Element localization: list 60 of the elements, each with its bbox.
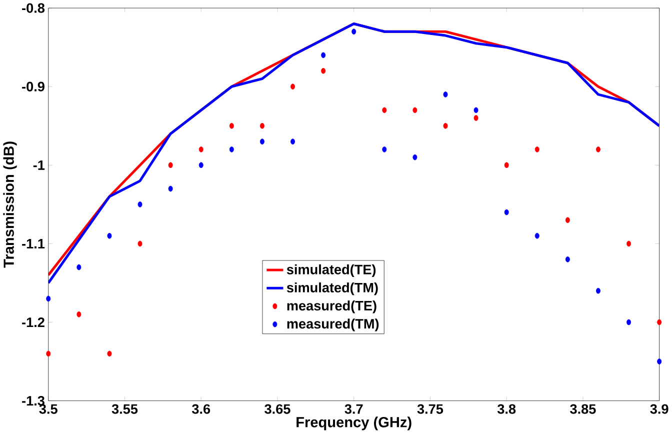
x-tick-label: 3.75 [417,404,444,414]
point [412,107,418,113]
point [107,232,112,239]
point [382,146,387,152]
point [352,28,356,34]
point [626,240,632,246]
point [198,162,204,168]
point [474,114,478,121]
y-axis-title: Transmission (dB) [3,141,17,268]
point [443,91,448,98]
point [138,240,142,246]
point [46,350,51,356]
legend-label: simulated(TE) [286,264,376,277]
point [168,162,173,168]
point [107,350,112,356]
legend-label: measured(TM) [287,318,379,332]
point [321,68,326,74]
y-tick-label: -1.1 [22,238,45,248]
point [565,256,570,262]
y-tick-label: -1.2 [22,317,44,327]
x-tick-label: 3.8 [497,404,516,414]
point [443,122,448,129]
x-tick-label: 3.5 [39,404,58,414]
point [626,319,632,325]
point [76,264,82,270]
point [260,138,264,144]
x-tick-label: 3.55 [112,404,138,414]
point [138,201,142,208]
legend-label: simulated(TM) [286,282,378,295]
point [76,311,82,318]
x-tick-label: 3.65 [264,404,290,414]
point [168,186,173,192]
legend-label: measured(TE) [287,300,376,313]
point [596,146,600,152]
point [382,107,387,113]
x-tick-label: 3.9 [650,404,668,414]
point [198,146,204,152]
point [474,107,478,113]
x-axis-title: Frequency (GHz) [296,416,412,430]
point [260,122,264,129]
point [534,232,540,239]
point [46,296,51,302]
point [657,319,662,325]
point [229,122,234,129]
x-tick-label: 3.7 [344,404,363,414]
point [534,146,540,152]
y-tick-label: -1.3 [22,396,44,406]
point [596,288,600,294]
point [412,154,418,160]
y-tick-label: -1 [33,160,45,170]
point [657,358,662,364]
point [229,146,234,152]
point [321,52,326,58]
y-tick-label: -0.9 [22,82,44,92]
x-tick-label: 3.85 [570,404,596,414]
point [504,209,509,215]
point [504,162,509,168]
y-tick-label: -0.8 [22,3,45,13]
point [565,216,570,223]
x-tick-label: 3.6 [192,404,210,414]
